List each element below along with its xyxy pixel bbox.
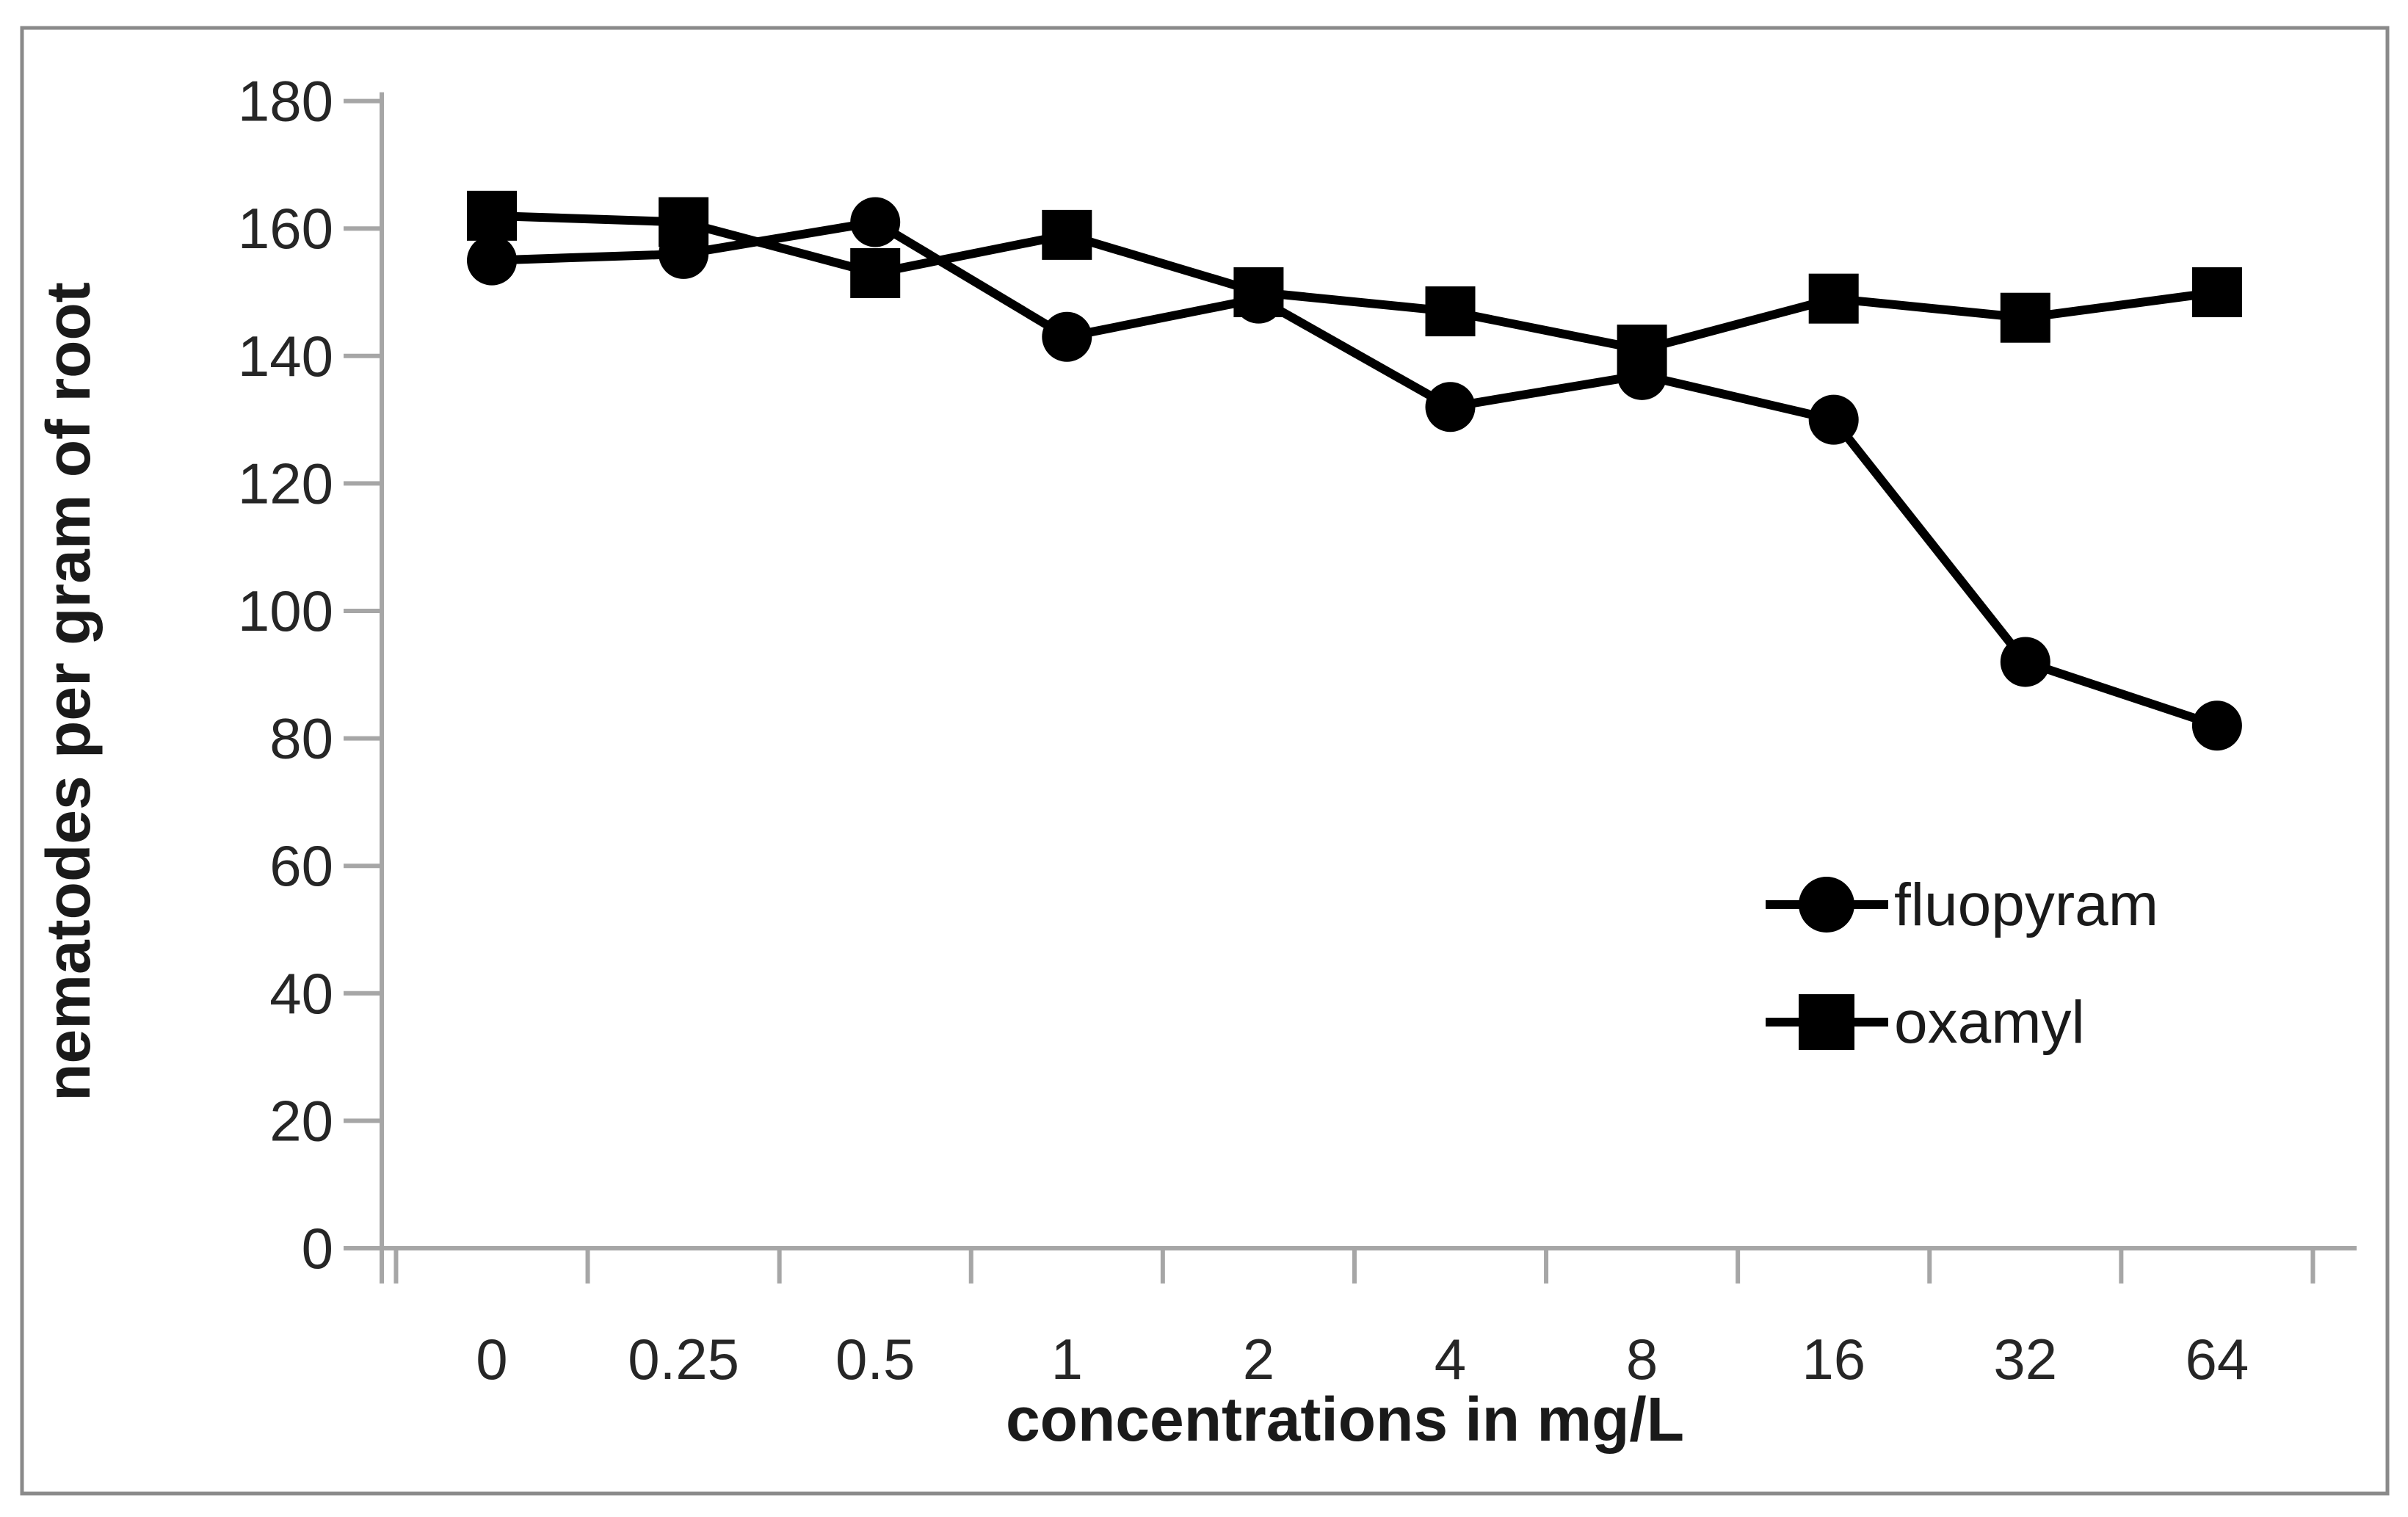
- axis-tick-labels: 0 20 40 60 80 100 120 140 160 180 0 0.25 0.5 1 2 4 8 16 32…: [238, 69, 2249, 1391]
- marker-oxamyl-8: [1617, 325, 1667, 375]
- marker-oxamyl-1: [1042, 209, 1092, 260]
- x-tick-label: 4: [1435, 1327, 1466, 1391]
- marker-oxamyl-32: [2000, 292, 2050, 343]
- marker-oxamyl-0.5: [850, 247, 901, 298]
- y-tick-label: 140: [238, 324, 333, 388]
- marker-oxamyl-0: [467, 190, 517, 241]
- x-tick-label: 1: [1051, 1327, 1083, 1391]
- marker-oxamyl-0.25: [659, 197, 709, 247]
- legend-circle-marker: [1799, 877, 1854, 933]
- y-tick-label: 0: [302, 1216, 333, 1281]
- x-tick-label: 0.25: [628, 1327, 739, 1391]
- y-tick-label: 40: [269, 961, 333, 1026]
- marker-fluopyram-4: [1425, 382, 1476, 432]
- series-line-fluopyram: [487, 217, 2222, 731]
- x-tick-label: 16: [1802, 1327, 1865, 1391]
- x-tick-label: 0.5: [835, 1327, 915, 1391]
- marker-fluopyram-64: [2191, 700, 2242, 751]
- legend-label-oxamyl: oxamyl: [1894, 989, 2085, 1056]
- series-line-oxamyl: [487, 211, 2222, 355]
- y-tick-label: 20: [269, 1088, 333, 1153]
- y-tick-label: 160: [238, 196, 333, 261]
- x-axis-title: concentrations in mg/L: [1006, 1385, 1684, 1454]
- marker-oxamyl-64: [2191, 267, 2242, 317]
- legend-square-marker: [1799, 994, 1854, 1050]
- legend-label-fluopyram: fluopyram: [1894, 872, 2158, 938]
- y-tick-label: 120: [238, 451, 333, 515]
- marker-fluopyram-0.5: [850, 197, 901, 247]
- y-tick-label: 60: [269, 833, 333, 898]
- axes: [358, 92, 2357, 1284]
- marker-fluopyram-1: [1042, 311, 1092, 362]
- legend: fluopyram oxamyl: [1766, 872, 2158, 1056]
- y-tick-label: 180: [238, 69, 333, 134]
- marker-fluopyram-0: [467, 235, 517, 286]
- y-tick-label: 80: [269, 706, 333, 771]
- data-series: [467, 190, 2242, 751]
- axis-ticks: [344, 98, 2315, 1284]
- marker-oxamyl-16: [1808, 273, 1859, 324]
- x-tick-label: 0: [476, 1327, 507, 1391]
- chart-frame-border: [20, 26, 2390, 1496]
- marker-fluopyram-16: [1808, 394, 1859, 445]
- marker-oxamyl-2: [1233, 267, 1284, 317]
- x-tick-label: 32: [1993, 1327, 2057, 1391]
- x-tick-label: 2: [1243, 1327, 1274, 1391]
- marker-oxamyl-4: [1425, 286, 1476, 337]
- y-tick-label: 100: [238, 579, 333, 643]
- marker-fluopyram-32: [2000, 637, 2050, 687]
- x-tick-label: 8: [1626, 1327, 1658, 1391]
- y-axis-title: nematodes per gram of root: [34, 282, 103, 1101]
- legend-item-fluopyram: fluopyram: [1766, 872, 2158, 938]
- legend-item-oxamyl: oxamyl: [1766, 989, 2085, 1056]
- x-tick-label: 64: [2186, 1327, 2249, 1391]
